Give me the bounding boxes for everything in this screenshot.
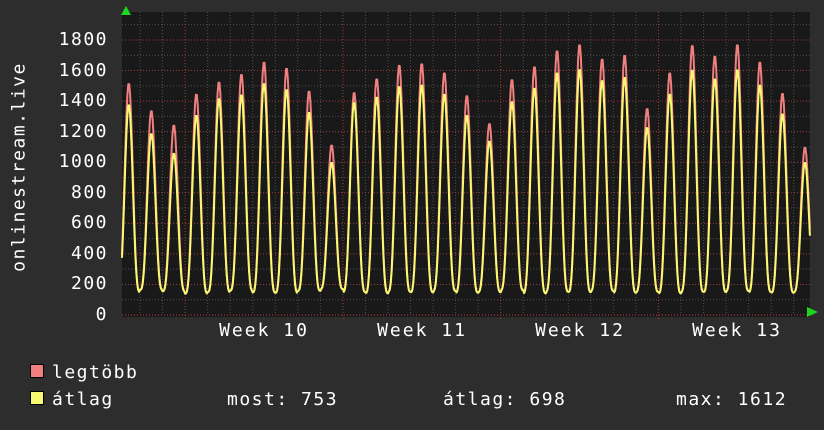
y-axis-tick-label: 1200 <box>58 120 108 142</box>
stat-atlag: átlag: 698 <box>443 389 567 410</box>
legend-swatch-atlag <box>30 391 44 405</box>
y-axis-tick-label: 400 <box>70 242 108 264</box>
series-atlag-line <box>121 69 811 295</box>
y-axis-tick-label: 800 <box>70 181 108 203</box>
x-axis-label-week10: Week 10 <box>219 320 309 341</box>
y-axis-arrow-icon <box>121 6 131 15</box>
legend-swatch-legtobb <box>30 364 44 378</box>
y-axis-tick-label: 1800 <box>58 29 108 50</box>
y-axis-tick-label: 600 <box>70 212 108 234</box>
y-axis-tick-label: 1600 <box>58 59 108 81</box>
legend-label-legtobb: legtöbb <box>52 362 139 383</box>
x-axis-label-week11: Week 11 <box>377 320 467 341</box>
x-axis-arrow-icon <box>807 307 818 317</box>
legend-label-atlag: átlag <box>52 389 114 410</box>
chart-canvas <box>121 12 811 321</box>
y-axis-tick-label: 1400 <box>58 90 108 112</box>
stat-max: max: 1612 <box>676 389 788 410</box>
plot-area <box>121 12 811 321</box>
y-axis-tick-label: 1000 <box>58 151 108 173</box>
x-axis-label-week12: Week 12 <box>535 320 625 341</box>
stat-most: most: 753 <box>227 389 339 410</box>
y-axis-tick-label: 0 <box>95 304 108 325</box>
x-axis-label-week13: Week 13 <box>692 320 782 341</box>
y-axis-tick-label: 200 <box>70 273 108 295</box>
